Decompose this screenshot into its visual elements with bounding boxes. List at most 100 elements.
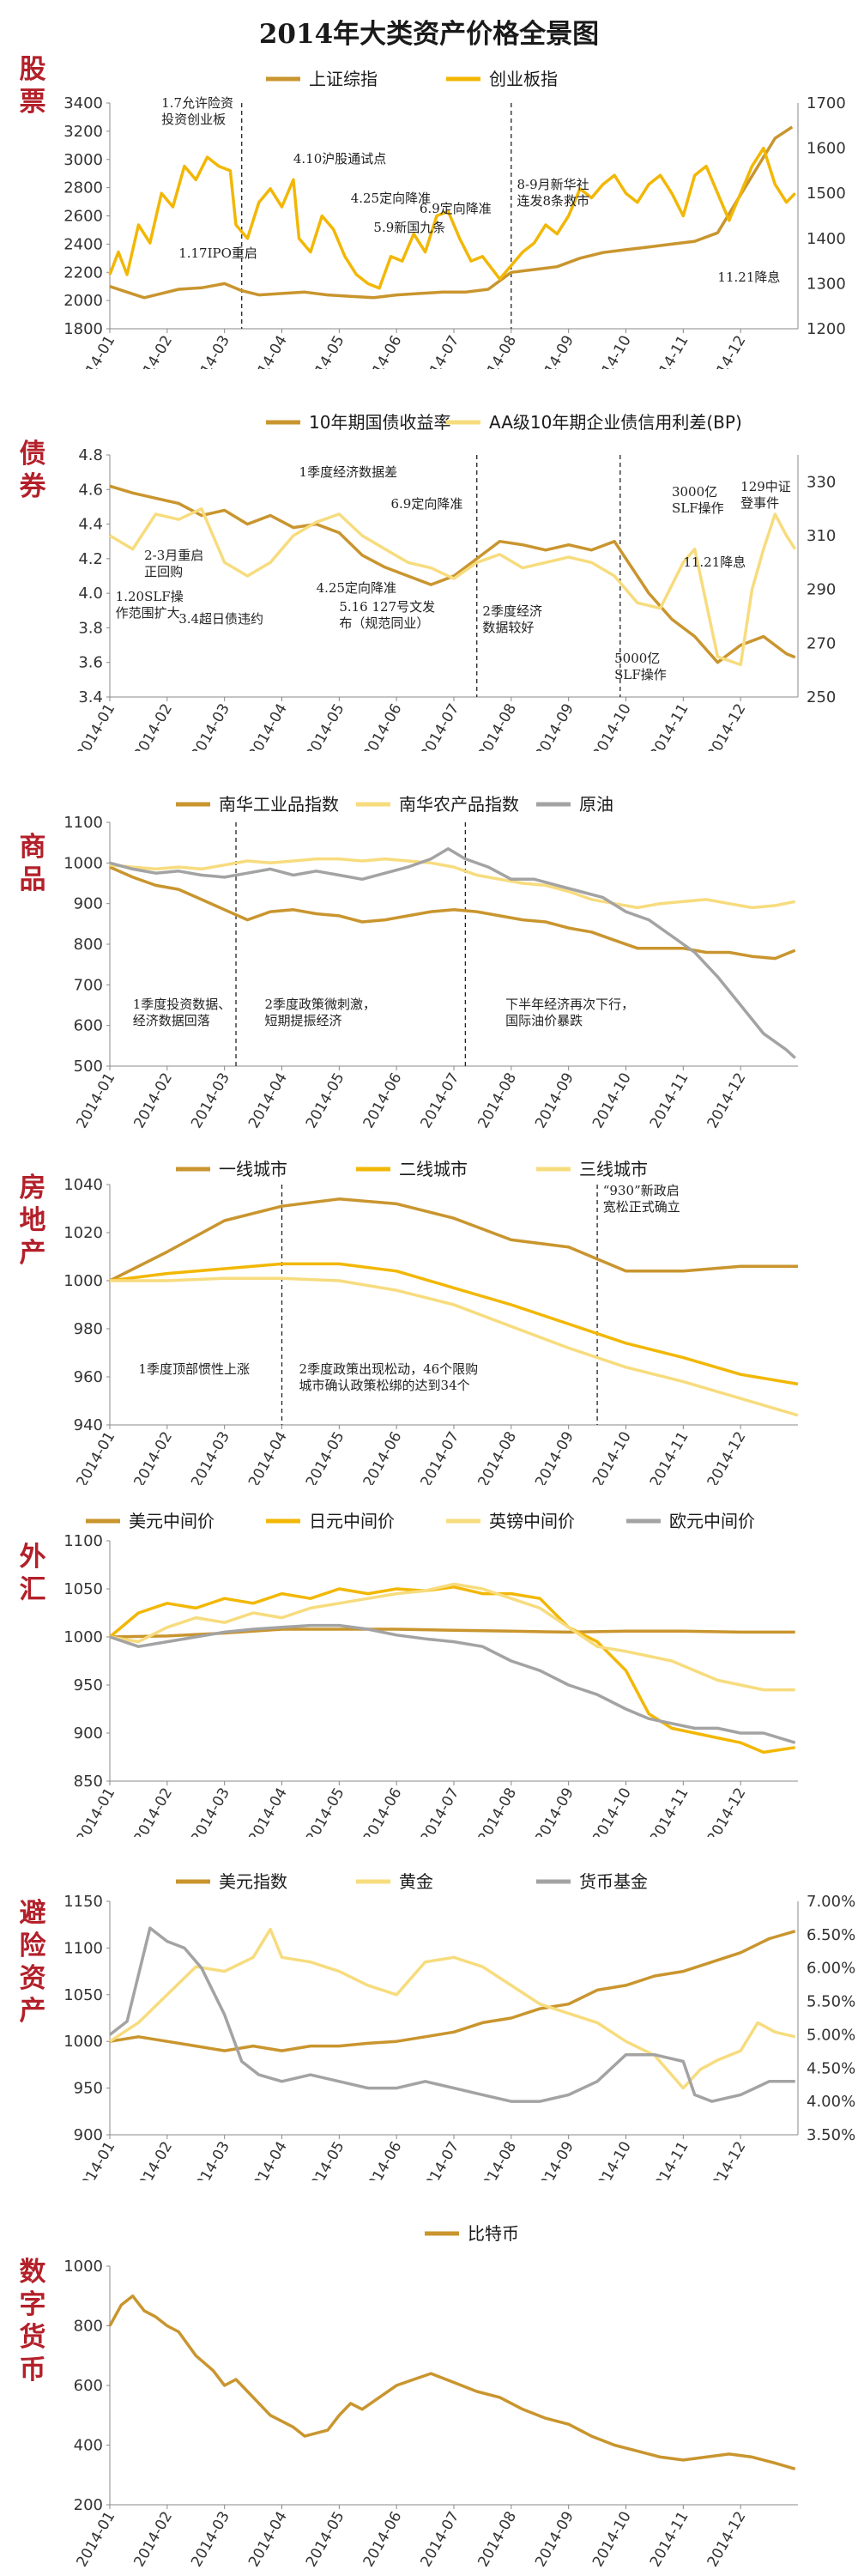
category-label: 房地产 <box>19 1173 46 1269</box>
annotation-text: 2季度政策出现松动，46个限购 <box>299 1361 479 1377</box>
y2-tick-label: 6.00% <box>807 1960 855 1978</box>
annotation-text: 正回购 <box>144 564 183 579</box>
x-tick-label: 2014-10 <box>589 1429 635 1486</box>
x-tick-label: 2014-11 <box>647 1785 692 1838</box>
x-tick-label: 2014-06 <box>360 2509 406 2571</box>
chart-svg: 南华工业品指数 南华农产品指数 原油 500 600 700 800 900 1000 1100 2… <box>63 794 798 1132</box>
y-tick-label: 950 <box>74 1676 103 1694</box>
y-tick-label: 4.4 <box>78 516 103 534</box>
x-tick-label: 2014-10 <box>589 333 635 370</box>
x-tick-label: 2014-06 <box>360 1070 406 1132</box>
annotation-text: 6.9定向降准 <box>420 201 492 216</box>
x-tick-label: 2014-12 <box>704 2509 750 2571</box>
page-title: 2014年大类资产价格全景图 <box>258 19 600 50</box>
y-tick-label: 3.6 <box>78 654 103 672</box>
annotation-text: 1.20SLF操 <box>116 589 184 604</box>
x-tick-label: 2014-09 <box>532 2139 577 2181</box>
x-tick-label: 2014-11 <box>647 1070 692 1132</box>
chart-svg: 比特币 200 400 600 800 1000 2014-01 2014-02 2014-03… <box>63 2223 798 2571</box>
annotation-text: 连发8条救市 <box>517 193 590 209</box>
x-tick-label: 2014-10 <box>589 2139 635 2181</box>
x-tick-label: 2014-07 <box>417 701 462 752</box>
x-tick-label: 2014-11 <box>647 701 692 752</box>
annotation-text: 11.21降息 <box>683 555 746 570</box>
chart-svg: 一线城市 二线城市 三线城市 940 960 980 1000 1020 1040 2014-01… <box>63 1159 799 1486</box>
annotation-text: 1.7允许险资 <box>161 95 233 111</box>
x-tick-label: 2014-07 <box>417 2509 462 2571</box>
x-tick-label: 2014-03 <box>188 2509 233 2571</box>
series-line <box>108 1585 795 1755</box>
series-line <box>108 1926 795 2103</box>
x-tick-label: 2014-07 <box>417 1429 462 1486</box>
y-tick-label: 1100 <box>63 1939 103 1957</box>
x-tick-label: 2014-03 <box>188 2139 233 2181</box>
x-tick-label: 2014-05 <box>303 2509 348 2571</box>
annotation-text: 129中证 <box>740 479 791 494</box>
x-tick-label: 2014-03 <box>188 701 233 752</box>
series-line <box>109 1197 798 1282</box>
y-tick-label: 1000 <box>63 1628 103 1646</box>
x-tick-label: 2014-08 <box>474 2509 520 2571</box>
legend-label: 英镑中间价 <box>489 1511 575 1531</box>
y-tick-label: 1000 <box>63 2033 103 2051</box>
annotation-text: 2季度经济 <box>482 603 542 619</box>
y-tick-label: 950 <box>74 2080 103 2098</box>
x-tick-label: 2014-02 <box>130 2139 176 2181</box>
series-line <box>109 484 796 664</box>
y-tick-label: 4.8 <box>78 446 103 464</box>
x-tick-label: 2014-04 <box>245 333 291 370</box>
x-tick-label: 2014-04 <box>245 701 291 752</box>
x-tick-label: 2014-02 <box>130 2509 176 2571</box>
y-tick-label: 2800 <box>63 179 103 197</box>
x-tick-label: 2014-07 <box>417 2139 462 2181</box>
y-tick-label: 2600 <box>63 208 103 226</box>
y-tick-label: 600 <box>74 2377 103 2395</box>
annotation-text: 3000亿 <box>672 484 717 500</box>
legend-label: 欧元中间价 <box>669 1511 755 1531</box>
annotation-text: 布（规范同业） <box>339 615 429 631</box>
legend-label: 三线城市 <box>579 1159 648 1179</box>
x-tick-label: 2014-05 <box>303 333 348 370</box>
legend-label: 南华工业品指数 <box>219 794 339 815</box>
x-tick-label: 2014-12 <box>704 1785 750 1838</box>
annotation-text: 6.9定向降准 <box>390 496 462 512</box>
x-tick-label: 2014-04 <box>245 2139 291 2181</box>
y2-tick-label: 3.50% <box>807 2126 855 2144</box>
y-tick-label: 900 <box>74 1724 103 1743</box>
x-tick-label: 2014-08 <box>474 1785 520 1838</box>
annotation-text: 宽松正式确立 <box>603 1199 680 1215</box>
y-tick-label: 3400 <box>63 94 103 112</box>
category-label: 数字货币 <box>19 2257 46 2385</box>
y2-tick-label: 5.00% <box>807 2026 855 2044</box>
x-tick-label: 2014-10 <box>589 2509 635 2571</box>
y2-tick-label: 250 <box>807 688 836 706</box>
y-tick-label: 900 <box>74 895 103 913</box>
x-tick-label: 2014-06 <box>360 332 406 369</box>
y-tick-label: 600 <box>74 1017 103 1035</box>
y-tick-label: 1000 <box>63 854 103 872</box>
y-tick-label: 800 <box>74 936 103 954</box>
x-tick-label: 2014-07 <box>417 1785 462 1838</box>
annotation-text: 登事件 <box>740 495 779 511</box>
x-tick-label: 2014-05 <box>303 1429 348 1486</box>
x-tick-label: 2014-02 <box>130 701 176 752</box>
category-label: 商品 <box>19 832 46 895</box>
x-tick-label: 2014-07 <box>417 1070 462 1132</box>
category-label: 外汇 <box>19 1542 46 1605</box>
y-tick-label: 4.0 <box>78 585 103 603</box>
legend-label: 10年期国债收益率 <box>309 412 450 433</box>
y2-tick-label: 330 <box>807 473 836 491</box>
x-tick-label: 2014-02 <box>130 333 176 370</box>
y-tick-label: 900 <box>74 2126 103 2144</box>
y-tick-label: 3200 <box>63 123 103 141</box>
x-tick-label: 2014-01 <box>73 1785 118 1838</box>
y2-tick-label: 1500 <box>807 185 846 203</box>
y-tick-label: 2200 <box>63 264 103 282</box>
legend-label: 二线城市 <box>399 1159 468 1179</box>
annotation-text: 4.25定向降准 <box>317 580 396 596</box>
x-tick-label: 2014-12 <box>704 1429 750 1486</box>
legend-label: 美元中间价 <box>129 1511 214 1531</box>
x-tick-label: 2014-05 <box>303 1070 348 1132</box>
annotation-text: 2季度政策微刺激， <box>264 997 376 1012</box>
x-tick-label: 2014-06 <box>360 1429 406 1486</box>
